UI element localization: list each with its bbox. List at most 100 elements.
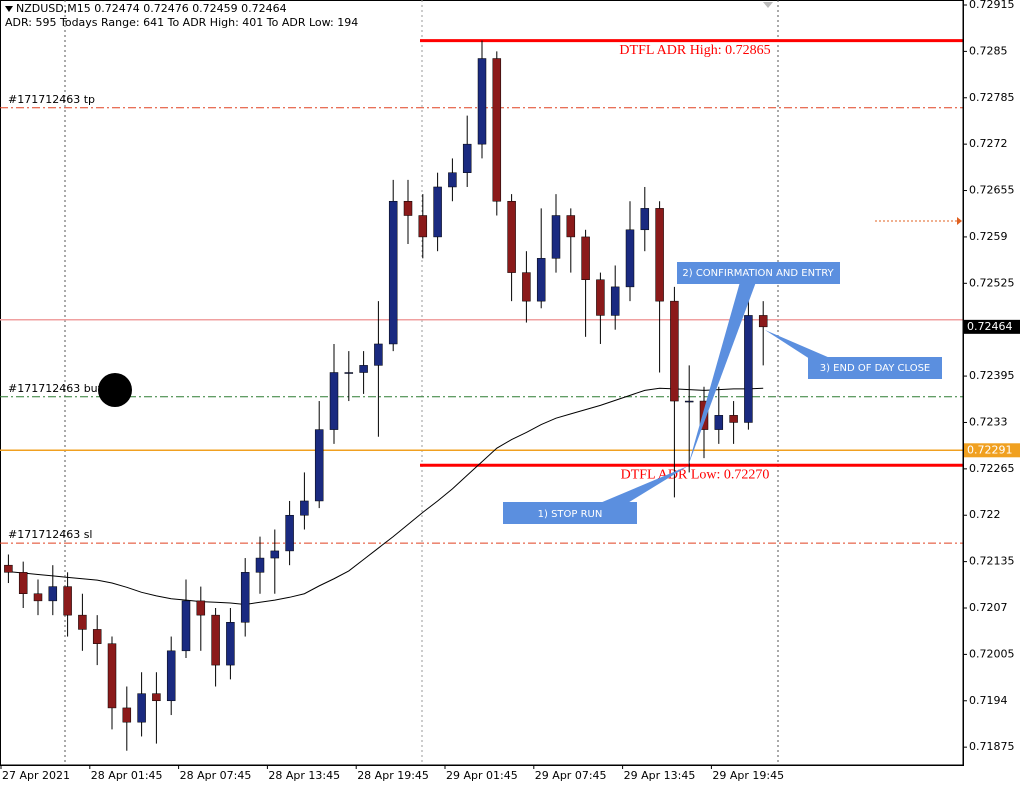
level-label: #171712463 buy	[8, 382, 105, 395]
x-tick-label: 28 Apr 07:45	[180, 769, 252, 782]
menu-icon	[5, 6, 13, 12]
candle-body	[744, 315, 753, 423]
candle-body	[314, 429, 324, 502]
x-tick-label: 27 Apr 2021	[2, 769, 70, 782]
candle-body	[566, 215, 576, 238]
candle-body	[285, 514, 294, 552]
candle-body	[551, 215, 561, 259]
candle-body	[433, 186, 442, 238]
shift-marker	[763, 2, 773, 8]
candle-body	[122, 707, 132, 723]
header: NZDUSD,M15 0.72474 0.72476 0.72459 0.724…	[16, 2, 287, 15]
annotation: 1) STOP RUN	[538, 509, 603, 520]
level-label: DTFL ADR High: 0.72865	[619, 43, 770, 58]
candle-body	[78, 614, 87, 630]
candle-body	[300, 500, 309, 516]
candle-body	[270, 550, 280, 559]
y-tick-label: 0.72135	[969, 555, 1015, 568]
candle-body	[448, 172, 457, 188]
annotation-box	[677, 262, 840, 284]
moving-average	[8, 387, 764, 605]
candle-body	[152, 693, 161, 702]
candle-body	[226, 622, 235, 666]
candle-body	[714, 415, 724, 430]
y-tick-label: 0.7207	[969, 601, 1008, 614]
candle-body	[196, 600, 206, 616]
candle-body	[63, 586, 72, 616]
candle-body	[670, 300, 679, 402]
candle-body	[640, 208, 650, 231]
level-label: #171712463 sl	[8, 528, 93, 541]
x-tick-label: 28 Apr 13:45	[268, 769, 340, 782]
candle-body	[610, 286, 620, 316]
callout-pointer	[688, 282, 756, 466]
candle-body	[758, 315, 768, 328]
candle-body	[211, 614, 220, 666]
candle-body	[507, 200, 516, 273]
y-tick-label: 0.72525	[969, 276, 1015, 289]
price-tag-label: 0.72291	[967, 443, 1013, 456]
x-tick-label: 28 Apr 19:45	[357, 769, 429, 782]
candle-body	[181, 600, 191, 652]
candle-body	[4, 564, 13, 573]
candle-body	[255, 557, 265, 573]
candle-body	[492, 58, 502, 202]
candle-body	[388, 200, 398, 345]
x-tick-label: 29 Apr 01:45	[446, 769, 518, 782]
candle-body	[107, 643, 117, 709]
y-tick-label: 0.7194	[969, 694, 1008, 707]
candle-body	[462, 143, 472, 173]
y-tick-label: 0.72915	[969, 0, 1015, 11]
candle-body	[166, 650, 176, 702]
x-tick-label: 29 Apr 19:45	[712, 769, 784, 782]
x-tick-label: 29 Apr 13:45	[624, 769, 696, 782]
candle-body	[18, 572, 28, 594]
price-tag	[964, 319, 1020, 334]
y-tick-label: 0.71875	[969, 740, 1015, 753]
candle-body	[48, 586, 58, 602]
candle-body	[418, 215, 428, 238]
candle-body	[344, 372, 354, 374]
y-tick-label: 0.72265	[969, 462, 1015, 475]
candle-body	[92, 629, 102, 644]
annotation-box	[503, 502, 637, 524]
x-tick-label: 29 Apr 07:45	[535, 769, 607, 782]
marks: DTFL ADR High: 0.72865 DTFL ADR Low: 0.72…	[0, 39, 963, 751]
candle-body	[684, 400, 694, 403]
annotation-box	[808, 357, 942, 379]
candle-body	[33, 593, 43, 602]
candle-body	[625, 229, 635, 288]
candle-body	[536, 258, 546, 302]
level-label: DTFL ADR Low: 0.72270	[621, 467, 770, 482]
level-label: #171712463 tp	[8, 93, 95, 106]
candle-body	[655, 208, 664, 302]
y-tick-label: 0.72395	[969, 369, 1015, 382]
header-info: ADR: 595 Todays Range: 641 To ADR High: …	[5, 16, 358, 29]
candle-body	[359, 365, 368, 373]
y-tick-label: 0.7285	[969, 44, 1008, 57]
price-tag-label: 0.72464	[967, 320, 1013, 333]
candle-body	[403, 200, 413, 216]
candle-body	[522, 272, 531, 302]
marker-dot	[98, 373, 132, 407]
annotation: 2) CONFIRMATION AND ENTRY	[682, 268, 834, 279]
y-tick-label: 0.7233	[969, 415, 1008, 428]
annotation: 3) END OF DAY CLOSE	[820, 363, 931, 374]
candle-body	[596, 279, 605, 316]
candle-body	[137, 693, 146, 723]
candle-body	[477, 58, 487, 145]
y-tick-label: 0.7259	[969, 230, 1008, 243]
candle-body	[329, 372, 339, 430]
price-tag	[964, 443, 1020, 458]
y-tick-label: 0.72005	[969, 647, 1015, 660]
y-tick-label: 0.7272	[969, 137, 1008, 150]
candle-body	[374, 343, 383, 366]
candle-body	[240, 572, 250, 623]
x-tick-label: 28 Apr 01:45	[91, 769, 163, 782]
candle-body	[729, 415, 738, 423]
candle-body	[581, 236, 590, 280]
y-tick-label: 0.722	[969, 508, 1001, 521]
arrow-head	[957, 217, 962, 225]
